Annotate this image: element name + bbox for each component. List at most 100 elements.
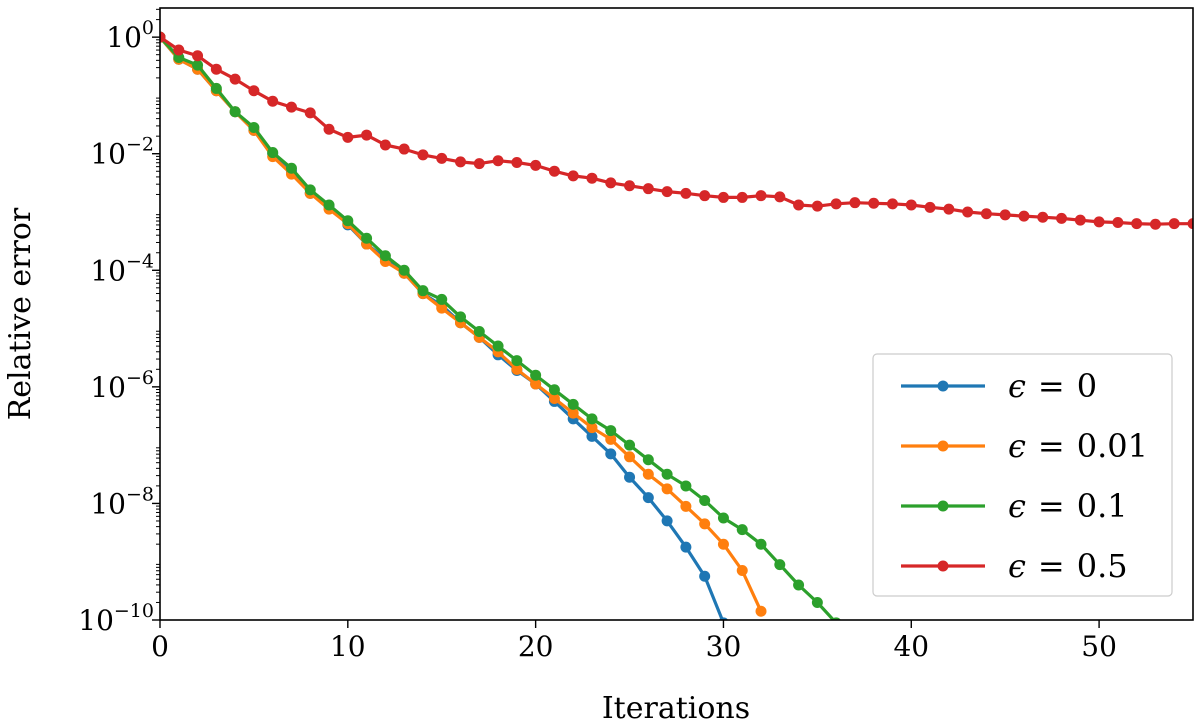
data-point: [830, 198, 842, 210]
data-point: [699, 570, 711, 582]
data-point: [980, 208, 992, 220]
data-point: [1037, 211, 1049, 223]
data-point: [548, 384, 560, 396]
y-tick-label: 10−8: [90, 483, 154, 520]
y-tick-label: 10−6: [90, 367, 154, 404]
data-point: [868, 197, 880, 209]
data-point: [473, 158, 485, 170]
data-point: [417, 149, 429, 161]
data-point: [586, 172, 598, 184]
data-point: [417, 285, 429, 297]
data-point: [661, 483, 673, 495]
data-point: [1168, 218, 1180, 230]
data-point: [736, 564, 748, 576]
data-point: [398, 143, 410, 155]
data-point: [811, 200, 823, 212]
data-point: [530, 378, 542, 390]
data-point: [605, 433, 617, 445]
data-point: [586, 413, 598, 425]
legend-box: [872, 353, 1173, 597]
x-tick-label: 20: [518, 630, 554, 663]
data-point: [530, 369, 542, 381]
data-point: [661, 515, 673, 527]
data-point: [924, 201, 936, 213]
data-point: [1056, 212, 1068, 224]
data-point: [1187, 218, 1193, 230]
data-point: [736, 524, 748, 536]
data-point: [849, 197, 861, 209]
data-point: [548, 393, 560, 405]
data-point: [1018, 210, 1030, 222]
data-point: [379, 139, 391, 151]
series-2: [160, 31, 841, 620]
data-point: [586, 422, 598, 434]
data-point: [605, 177, 617, 189]
data-point: [210, 82, 222, 94]
data-point: [642, 454, 654, 466]
y-tick-label: 10−10: [78, 600, 154, 637]
data-point: [661, 186, 673, 198]
y-tick-label: 10−4: [90, 250, 154, 287]
data-point: [1131, 218, 1143, 230]
data-point: [267, 147, 279, 159]
data-point: [567, 170, 579, 182]
data-point: [605, 425, 617, 437]
data-point: [605, 448, 617, 460]
data-point: [793, 199, 805, 211]
data-point: [831, 617, 841, 620]
data-point: [530, 159, 542, 171]
data-point: [285, 162, 297, 174]
series-0: [160, 31, 729, 620]
data-point: [680, 480, 692, 492]
data-point: [567, 407, 579, 419]
data-point: [548, 165, 560, 177]
data-point: [192, 59, 204, 71]
data-point: [624, 439, 636, 451]
series-3: [160, 31, 1193, 230]
legend-label: ϵ = 0.5: [1008, 547, 1128, 585]
data-point: [624, 471, 636, 483]
data-point: [793, 579, 805, 591]
data-point: [624, 180, 636, 192]
data-point: [436, 293, 448, 305]
data-point: [285, 101, 297, 113]
data-point: [642, 492, 654, 504]
data-point: [962, 206, 974, 218]
data-point: [455, 311, 467, 323]
x-tick-label: 50: [1081, 630, 1117, 663]
data-point: [642, 468, 654, 480]
legend-marker: [937, 560, 949, 572]
series-line: [160, 36, 836, 620]
data-point: [586, 430, 598, 442]
data-point: [642, 183, 654, 195]
data-point: [1093, 216, 1105, 228]
data-point: [755, 605, 767, 617]
legend-marker: [937, 500, 949, 512]
data-point: [492, 340, 504, 352]
data-point: [492, 155, 504, 167]
data-point: [455, 156, 467, 168]
data-point: [717, 191, 729, 203]
data-point: [905, 199, 917, 211]
data-point: [624, 451, 636, 463]
data-point: [680, 187, 692, 199]
data-point: [567, 398, 579, 410]
data-point: [511, 156, 523, 168]
data-point: [473, 325, 485, 337]
data-point: [160, 31, 166, 43]
data-point: [699, 495, 711, 507]
data-point: [717, 512, 729, 524]
data-point: [248, 121, 260, 133]
series-line: [160, 36, 725, 620]
data-point: [229, 73, 241, 85]
data-point: [304, 107, 316, 119]
legend-label: ϵ = 0: [1008, 367, 1097, 405]
data-point: [361, 232, 373, 244]
y-axis-label: Relative error: [3, 207, 38, 420]
data-point: [342, 131, 354, 143]
data-point: [436, 302, 448, 314]
data-point: [361, 129, 373, 141]
data-point: [999, 209, 1011, 221]
legend-marker: [937, 440, 949, 452]
